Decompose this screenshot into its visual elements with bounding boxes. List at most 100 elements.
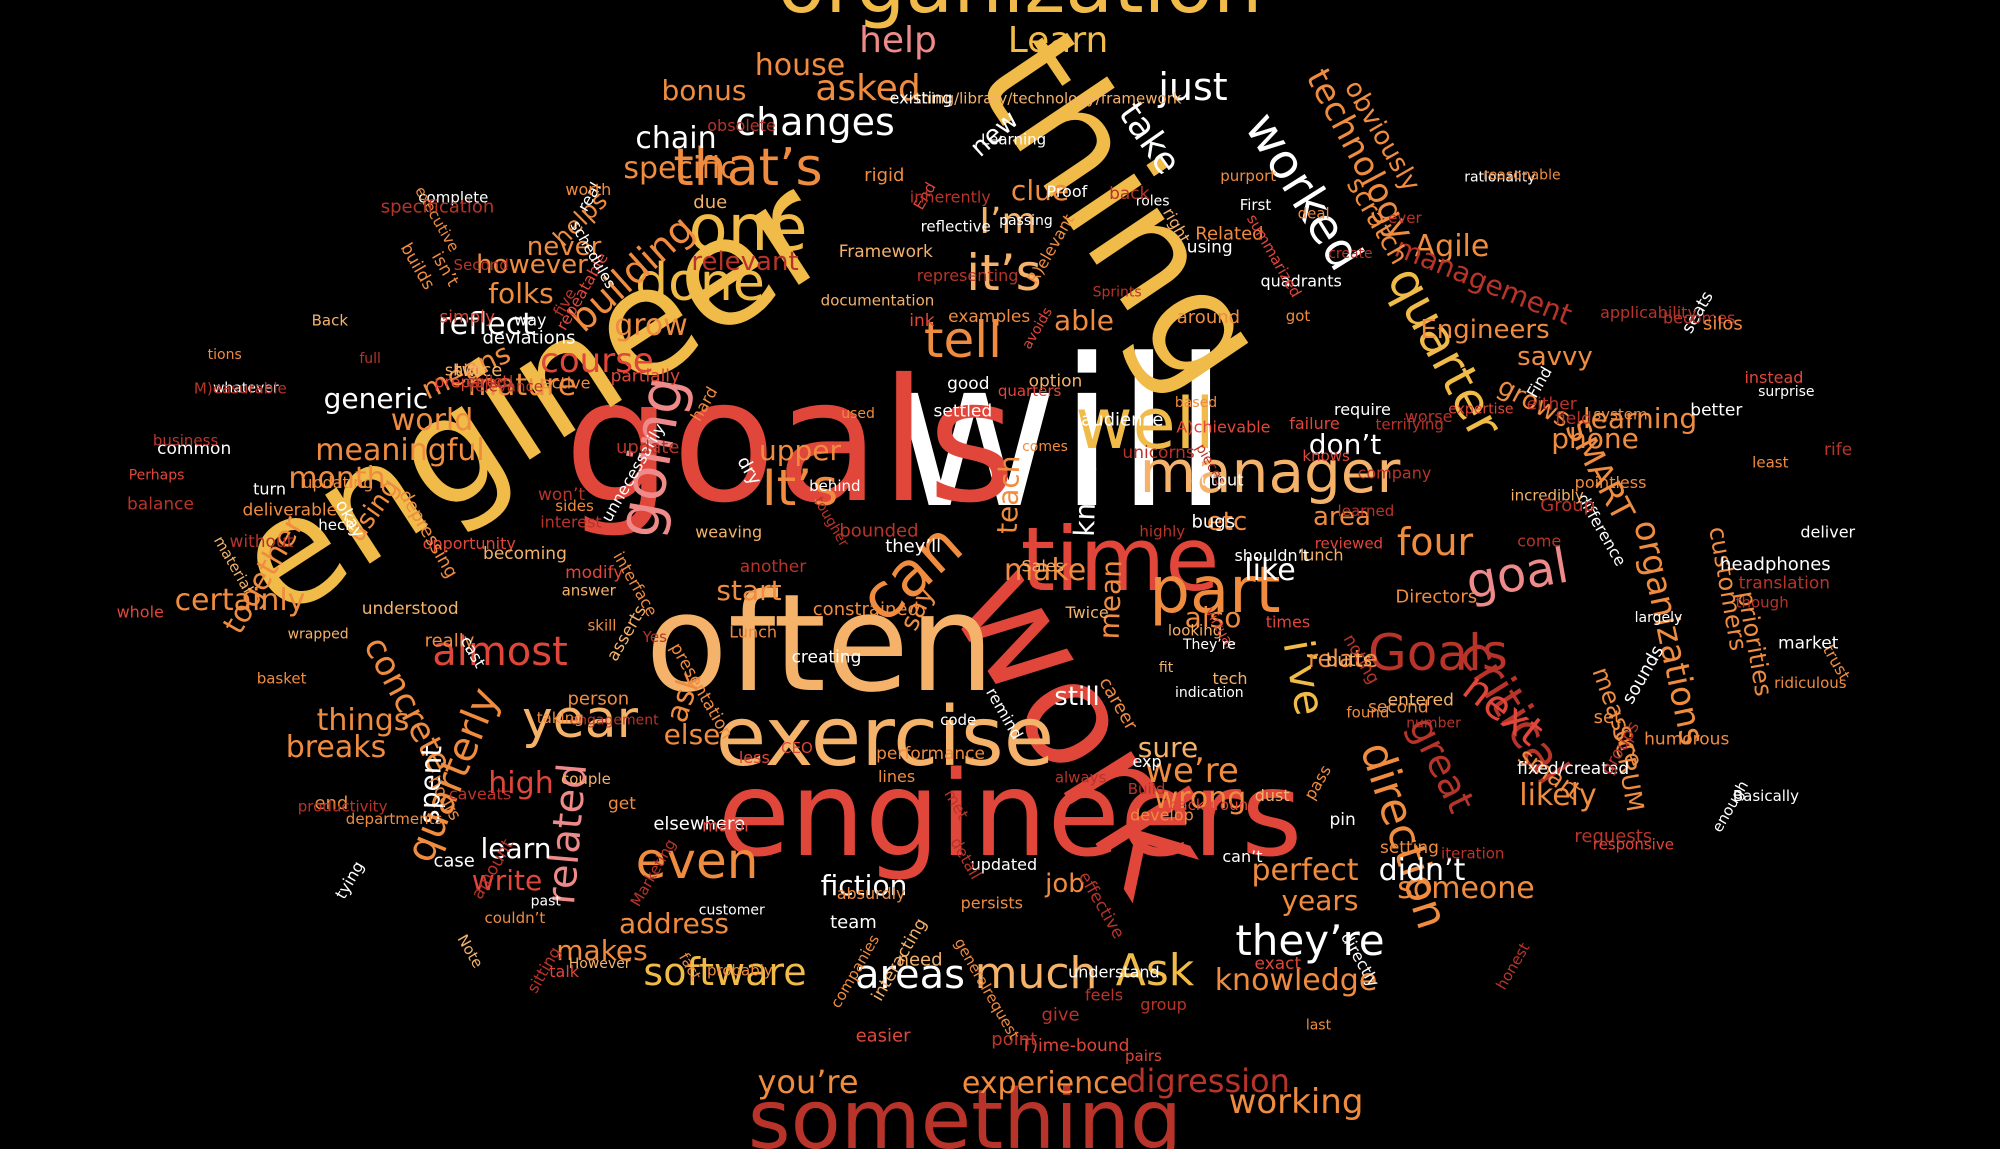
word-least: least bbox=[1752, 454, 1788, 472]
word-time: time bbox=[1021, 508, 1220, 611]
word-certainly: certainly bbox=[175, 583, 306, 618]
word-humorous: humorous bbox=[1644, 729, 1729, 749]
word-less: less bbox=[739, 748, 770, 767]
word-theyll: they’ll bbox=[885, 536, 941, 557]
word-bounded: bounded bbox=[839, 520, 918, 541]
word-found: found bbox=[1346, 704, 1389, 722]
word-lunch: Lunch bbox=[729, 622, 777, 641]
word-elsewhere: elsewhere bbox=[653, 814, 745, 835]
word-active: active bbox=[542, 374, 591, 393]
word-purport: purport bbox=[1220, 167, 1276, 185]
word-wrong: wrong bbox=[1154, 781, 1247, 816]
word-pin: pin bbox=[1329, 810, 1355, 830]
word-instead: instead bbox=[1744, 368, 1803, 387]
word-im: I’m bbox=[979, 201, 1036, 242]
word-give: give bbox=[1041, 1005, 1079, 1026]
word-one: one bbox=[688, 192, 807, 266]
word-around: around bbox=[1177, 307, 1240, 328]
word-however: However bbox=[569, 956, 631, 972]
word-require: require bbox=[1334, 400, 1391, 419]
word-probably: probably bbox=[707, 962, 773, 980]
word-yes: Yes bbox=[642, 628, 667, 646]
word-customer: customer bbox=[699, 903, 765, 919]
word-system: system bbox=[1593, 405, 1647, 423]
word-expertise: expertise bbox=[1448, 401, 1513, 417]
word-sprints: Sprints bbox=[1093, 284, 1142, 300]
word-part: part bbox=[1149, 554, 1280, 628]
word-comes: comes bbox=[1022, 439, 1068, 455]
word-never: never bbox=[527, 232, 602, 262]
word-timebound: T)ime-bound bbox=[1020, 1036, 1129, 1056]
word-engineers: engineers bbox=[717, 745, 1302, 883]
word-using2: using bbox=[1187, 238, 1233, 258]
word-becoming: becoming bbox=[483, 544, 567, 564]
word-done: done bbox=[635, 253, 765, 313]
word-sales: Sales bbox=[1021, 557, 1064, 576]
word-roles: roles bbox=[1136, 193, 1170, 209]
word-worth: worth bbox=[565, 180, 611, 199]
word-market: market bbox=[1778, 633, 1839, 653]
word-much: much bbox=[975, 948, 1098, 999]
word-chain: chain bbox=[635, 121, 716, 156]
word-updating: updating bbox=[302, 473, 373, 492]
word-first: First bbox=[1240, 196, 1272, 214]
word-complete: complete bbox=[418, 188, 488, 206]
word-quarters: quarters bbox=[998, 382, 1062, 400]
word-better: better bbox=[1690, 400, 1742, 420]
word-year: year bbox=[522, 690, 639, 750]
word-start: start bbox=[716, 574, 781, 607]
word-learn: learn bbox=[481, 832, 552, 865]
word-couple: couple bbox=[561, 770, 611, 788]
word-learning: learning bbox=[1583, 402, 1697, 435]
word-job: job bbox=[1044, 869, 1085, 899]
word-area: area bbox=[1313, 502, 1371, 532]
word-heck: heck bbox=[318, 516, 354, 534]
word-background: background bbox=[1169, 796, 1258, 814]
word-incredibly: incredibly bbox=[1510, 487, 1583, 505]
word-used: used bbox=[841, 406, 875, 422]
word-performance: performance bbox=[876, 744, 985, 764]
word-deviations: deviations bbox=[482, 328, 575, 349]
word-understood: understood bbox=[362, 599, 459, 619]
word-whatever: whatever bbox=[213, 380, 279, 396]
word-headphones: headphones bbox=[1720, 554, 1831, 575]
word-grow: grow bbox=[614, 308, 688, 343]
word-mature: mature bbox=[468, 368, 577, 403]
word-case: case bbox=[434, 850, 475, 871]
word-answer: answer bbox=[562, 581, 617, 599]
word-reviewed: reviewed bbox=[1315, 534, 1383, 552]
word-measurable: M)easurable bbox=[194, 379, 287, 397]
word-come: come bbox=[1517, 532, 1561, 551]
word-learned: learned bbox=[1338, 502, 1395, 520]
word-caveats: caveats bbox=[449, 785, 511, 804]
word-business: business bbox=[153, 432, 219, 450]
word-inherently: inherently bbox=[910, 187, 991, 206]
word-rigid: rigid bbox=[864, 165, 904, 186]
word-failure: failure bbox=[1289, 414, 1340, 433]
word-couldnt: couldn’t bbox=[485, 909, 546, 927]
word-basket: basket bbox=[257, 669, 307, 687]
word-someone: someone bbox=[1397, 871, 1535, 906]
word-creating: creating bbox=[792, 648, 862, 668]
word-settled: settled bbox=[934, 402, 993, 422]
word-tions: tions bbox=[208, 347, 242, 363]
word-engagement: engagement bbox=[570, 713, 660, 729]
word-also: also bbox=[1185, 601, 1242, 634]
word-years: years bbox=[1281, 884, 1358, 917]
word-partially: partially bbox=[611, 366, 681, 386]
word-four: four bbox=[1397, 520, 1474, 564]
word-terrifying: terrifying bbox=[1375, 415, 1443, 433]
word-cant: can’t bbox=[1222, 847, 1262, 866]
word-updated: updated bbox=[971, 855, 1038, 874]
word-world: world bbox=[391, 403, 474, 438]
word-else: else bbox=[664, 718, 721, 751]
word-often: often bbox=[645, 565, 994, 722]
word-largely: largely bbox=[1635, 610, 1683, 626]
word-clue: clue bbox=[1011, 174, 1069, 207]
word-framework: thing/library/technology/framework bbox=[916, 90, 1182, 108]
word-organization: organization bbox=[778, 0, 1263, 31]
word-way: way bbox=[514, 311, 546, 330]
word-passing: passing bbox=[999, 213, 1053, 229]
word-last: last bbox=[1306, 1017, 1332, 1033]
